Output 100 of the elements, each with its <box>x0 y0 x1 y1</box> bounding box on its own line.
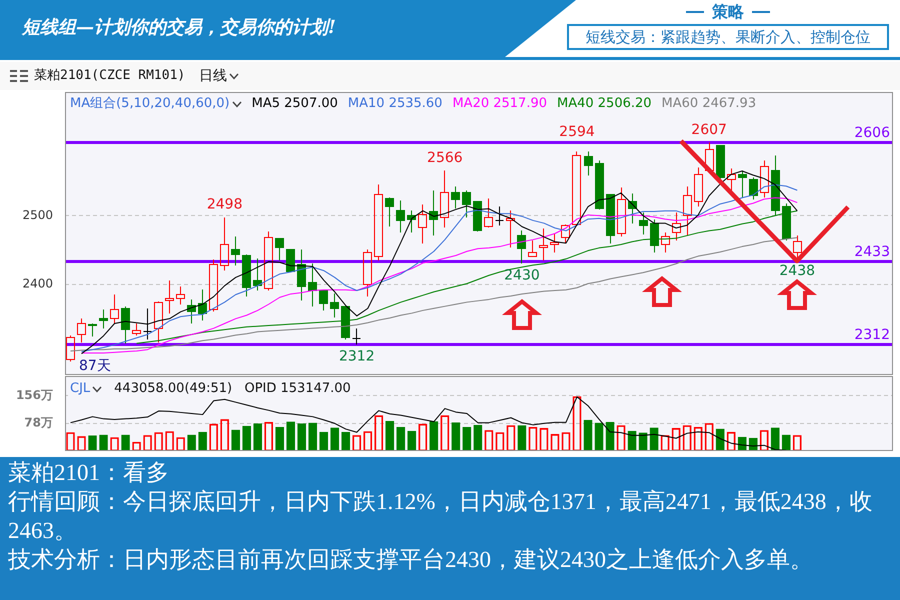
candlestick <box>385 197 394 227</box>
candlestick <box>121 306 130 344</box>
y-tick-label: 2500 <box>22 208 53 222</box>
candlestick <box>176 286 185 305</box>
text: 菜粕2101：看多 <box>8 459 170 487</box>
candlestick <box>352 328 361 345</box>
candlestick <box>793 235 802 259</box>
bar <box>275 426 284 451</box>
chart-title: 菜粕2101(CZCE RM101) <box>34 68 186 84</box>
text: 短线交易：紧跟趋势、果断介入、控制仓位 <box>586 28 870 46</box>
bar <box>121 434 130 451</box>
candlestick <box>99 309 108 329</box>
candlestick <box>738 170 747 198</box>
ref-line-label: 2433 <box>854 244 890 260</box>
candlestick <box>297 249 306 301</box>
text: MA60 2467.93 <box>662 96 756 111</box>
candlestick <box>330 293 339 318</box>
ref-line-label: 2606 <box>854 125 890 142</box>
text: 443058.00(49:51) OPID 153147.00 <box>114 381 351 396</box>
candlestick <box>617 187 626 237</box>
candlestick <box>165 280 174 314</box>
candlestick <box>539 228 548 261</box>
text: MA5 2507.00 <box>252 96 338 111</box>
candlestick <box>451 186 460 209</box>
bar <box>430 421 438 451</box>
bar <box>385 420 394 451</box>
bar <box>594 422 604 451</box>
candlestick <box>77 318 86 343</box>
annotation: 2438 <box>779 263 816 280</box>
text: CJL <box>70 381 90 396</box>
text: MA20 2517.90 <box>452 96 547 111</box>
candlestick <box>672 212 681 241</box>
bar <box>716 428 724 451</box>
candlestick <box>484 198 493 228</box>
bar <box>319 432 328 451</box>
bar <box>628 430 636 451</box>
annotation: 2430 <box>504 267 540 284</box>
candlestick <box>143 308 152 340</box>
bar <box>99 434 108 451</box>
bar <box>606 422 614 451</box>
y-tick-label: 78万 <box>24 416 53 430</box>
text: 行情回顾：今日探底回升，日内下跌1.12%，日内减仓1371，最高2471，最低2438，收2463。 <box>8 488 874 545</box>
candlestick <box>517 230 526 264</box>
candlestick <box>683 186 692 236</box>
ref-line-label: 2312 <box>854 327 890 344</box>
bar <box>650 428 658 451</box>
candlestick <box>154 301 163 343</box>
text: 短线组—计划你的交易，交易你的计划! <box>22 17 336 39</box>
candlestick <box>694 167 703 207</box>
bar <box>242 426 252 451</box>
candlestick <box>506 210 515 248</box>
bar <box>198 432 207 451</box>
candlestick <box>550 233 559 253</box>
bar <box>452 422 460 451</box>
bar <box>297 423 306 451</box>
annotation: 87天 <box>79 358 111 374</box>
text: MA10 2535.60 <box>348 96 442 111</box>
bar <box>770 428 780 451</box>
candlestick <box>374 184 383 261</box>
bar <box>231 430 240 451</box>
bar <box>308 422 318 451</box>
candlestick <box>275 238 284 261</box>
annotation: 2312 <box>338 348 375 364</box>
legend-title: MA组合(5,10,20,40,60,0) <box>70 96 230 111</box>
candlestick <box>584 151 593 176</box>
candlestick <box>231 236 240 266</box>
candlestick <box>650 219 659 253</box>
annotation: 2566 <box>427 150 463 166</box>
annotation: 2498 <box>206 196 242 213</box>
candlestick <box>363 249 372 297</box>
bar <box>286 422 296 451</box>
text: 技术分析：日内形态目前再次回踩支撑平台2430，建议2430之上逢低介入多单。 <box>8 546 814 574</box>
bar <box>253 423 262 451</box>
candlestick <box>88 323 97 337</box>
bar <box>408 430 416 451</box>
candlestick <box>528 240 537 257</box>
text: MA40 2506.20 <box>557 96 652 111</box>
candlestick <box>440 170 449 228</box>
candlestick <box>495 206 504 226</box>
chart-subtitle: 日线 <box>199 68 228 84</box>
bar <box>518 425 526 451</box>
candlestick <box>319 290 328 311</box>
text: 策略 <box>712 2 744 22</box>
bar <box>584 420 592 451</box>
y-tick-label: 156万 <box>16 388 53 402</box>
candlestick <box>760 160 769 198</box>
bar <box>396 426 406 451</box>
bar <box>474 424 482 451</box>
candlestick <box>462 190 471 218</box>
bar <box>88 435 97 451</box>
bar <box>638 432 648 451</box>
candlestick <box>286 249 295 272</box>
bar <box>187 434 196 451</box>
candlestick <box>661 232 670 253</box>
candlestick <box>110 294 119 324</box>
y-tick-label: 2400 <box>22 276 53 290</box>
candlestick <box>308 263 317 307</box>
candlestick <box>639 212 648 235</box>
candlestick <box>749 177 758 200</box>
candlestick <box>220 217 229 271</box>
